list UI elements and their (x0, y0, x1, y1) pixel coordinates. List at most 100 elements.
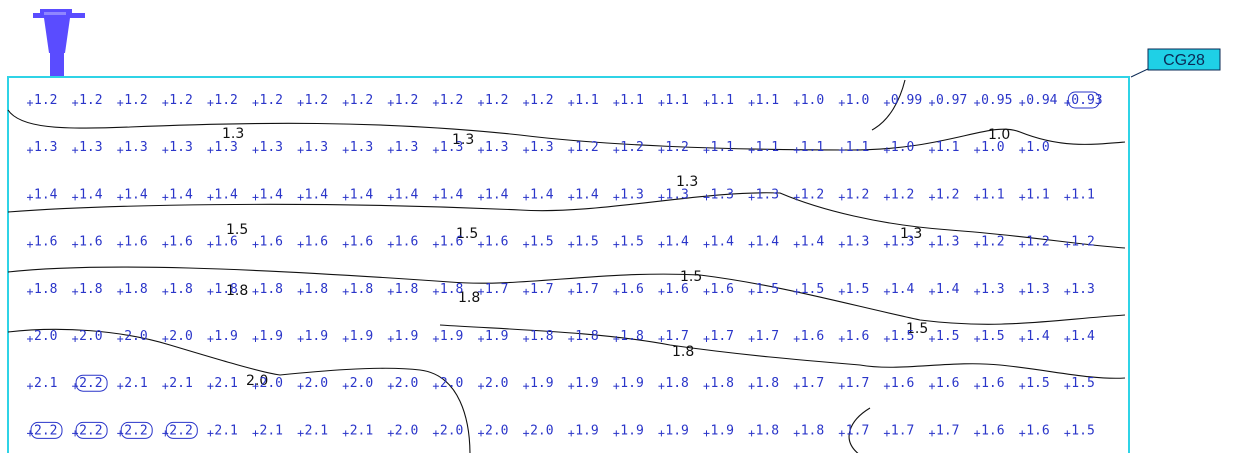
grid-point[interactable]: 1.3 (974, 282, 1005, 297)
grid-point[interactable]: 1.4 (1064, 329, 1095, 344)
grid-point[interactable]: 1.2 (793, 187, 824, 202)
grid-point[interactable]: 1.2 (478, 93, 508, 108)
grid-point[interactable]: 2.1 (207, 376, 238, 391)
grid-point[interactable]: 1.0 (974, 140, 1005, 155)
grid-point[interactable]: 1.4 (703, 235, 735, 250)
grid-point[interactable]: 1.9 (478, 329, 508, 344)
grid-point[interactable]: 1.5 (613, 235, 644, 250)
grid-point[interactable]: 1.5 (974, 329, 1005, 344)
grid-point[interactable]: 1.7 (793, 376, 824, 391)
grid-point[interactable]: 1.9 (613, 423, 644, 438)
grid-point[interactable]: 1.9 (523, 376, 554, 391)
grid-point[interactable]: 1.8 (793, 423, 824, 438)
grid-point[interactable]: 1.3 (1019, 282, 1050, 297)
grid-point[interactable]: 1.6 (432, 235, 463, 250)
grid-point[interactable]: 1.4 (568, 187, 599, 202)
grid-point[interactable]: 2.0 (72, 329, 103, 344)
grid-point[interactable]: 1.2 (297, 93, 328, 108)
grid-point[interactable]: 1.2 (387, 93, 418, 108)
grid-point[interactable]: 2.2 (27, 421, 63, 439)
grid-point[interactable]: 1.6 (297, 235, 328, 250)
grid-point[interactable]: 1.4 (478, 187, 509, 202)
grid-point[interactable]: 2.0 (523, 423, 554, 438)
grid-point[interactable]: 1.4 (387, 187, 419, 202)
grid-point[interactable]: 1.1 (974, 187, 1005, 202)
grid-point[interactable]: 1.6 (929, 376, 959, 391)
grid-point[interactable]: 1.8 (523, 329, 554, 344)
grid-point[interactable]: 1.8 (27, 282, 57, 297)
grid-point[interactable]: 1.5 (1064, 423, 1095, 438)
grid-point[interactable]: 1.9 (297, 329, 328, 344)
grid-point[interactable]: 2.2 (72, 421, 108, 439)
grid-point[interactable]: 1.8 (117, 282, 148, 297)
grid-point[interactable]: 1.3 (523, 140, 554, 155)
grid-point[interactable]: 2.0 (27, 329, 57, 344)
grid-point[interactable]: 1.9 (568, 423, 599, 438)
grid-point[interactable]: 1.4 (883, 282, 915, 297)
grid-point[interactable]: 1.8 (432, 282, 463, 297)
grid-point[interactable]: 1.1 (838, 140, 869, 155)
grid-point[interactable]: 1.6 (793, 329, 824, 344)
grid-point[interactable]: 1.2 (342, 93, 373, 108)
grid-point[interactable]: 1.4 (658, 235, 689, 250)
grid-point[interactable]: 2.1 (297, 423, 328, 438)
grid-point[interactable]: 1.7 (568, 282, 599, 297)
grid-point[interactable]: 1.8 (252, 282, 283, 297)
grid-point[interactable]: 1.6 (207, 235, 238, 250)
grid-point[interactable]: 1.2 (838, 187, 869, 202)
grid-point[interactable]: 1.5 (793, 282, 824, 297)
grid-point[interactable]: 1.6 (27, 235, 57, 250)
grid-point[interactable]: 2.2 (117, 421, 153, 439)
grid-point[interactable]: 1.6 (117, 235, 148, 250)
grid-point[interactable]: 0.95 (974, 93, 1012, 108)
grid-point[interactable]: 1.8 (568, 329, 599, 344)
grid-point[interactable]: 1.4 (1019, 329, 1050, 344)
grid-point[interactable]: 2.2 (162, 421, 198, 439)
grid-point[interactable]: 1.4 (342, 187, 374, 202)
grid-point[interactable]: 1.7 (703, 329, 734, 344)
grid-point[interactable]: 2.0 (117, 329, 148, 344)
grid-point[interactable]: 1.4 (793, 235, 825, 250)
grid-point[interactable]: 2.2 (72, 374, 108, 392)
grid-point[interactable]: 1.2 (432, 93, 463, 108)
grid-point[interactable]: 2.1 (207, 423, 238, 438)
grid-point[interactable]: 1.6 (1019, 423, 1050, 438)
grid-point[interactable]: 1.1 (1019, 187, 1050, 202)
grid-point[interactable]: 1.6 (387, 235, 418, 250)
grid-point[interactable]: 1.4 (162, 187, 193, 202)
grid-point[interactable]: 1.5 (523, 235, 554, 250)
grid-point[interactable]: 1.8 (387, 282, 418, 297)
grid-point[interactable]: 1.5 (1064, 376, 1095, 391)
grid-point[interactable]: 1.8 (162, 282, 193, 297)
grid-point[interactable]: 1.2 (1019, 235, 1050, 250)
grid-point[interactable]: 1.8 (207, 282, 238, 297)
grid-point[interactable]: 1.1 (703, 93, 734, 108)
grid-point[interactable]: 1.8 (703, 376, 734, 391)
grid-point[interactable]: 1.9 (568, 376, 599, 391)
grid-point[interactable]: 2.0 (162, 329, 193, 344)
grid-point[interactable]: 1.5 (568, 235, 599, 250)
grid-point[interactable]: 1.3 (27, 140, 57, 155)
grid-point[interactable]: 1.4 (117, 187, 148, 202)
grid-point[interactable]: 1.6 (162, 235, 193, 250)
grid-point[interactable]: 2.0 (252, 376, 283, 391)
grid-point[interactable]: 1.6 (883, 376, 914, 391)
grid-point[interactable]: 1.2 (929, 187, 959, 202)
grid-point[interactable]: 1.3 (478, 140, 508, 155)
grid-point[interactable]: 1.8 (748, 423, 779, 438)
grid-point[interactable]: 0.99 (883, 93, 922, 108)
grid-point[interactable]: 1.9 (613, 376, 644, 391)
grid-point[interactable]: 1.9 (658, 423, 689, 438)
grid-point[interactable]: 1.3 (117, 140, 148, 155)
grid-point[interactable]: 1.1 (568, 93, 599, 108)
grid-point[interactable]: 1.3 (838, 235, 869, 250)
grid-point[interactable]: 1.3 (929, 235, 959, 250)
grid-point[interactable]: 1.4 (748, 235, 780, 250)
grid-point[interactable]: 1.6 (838, 329, 869, 344)
grid-point[interactable]: 1.3 (342, 140, 373, 155)
grid-point[interactable]: 1.6 (974, 423, 1005, 438)
grid-point[interactable]: 1.3 (72, 140, 103, 155)
grid-point[interactable]: 1.7 (883, 423, 914, 438)
grid-point[interactable]: 1.0 (838, 93, 869, 108)
grid-point[interactable]: 1.3 (387, 140, 418, 155)
